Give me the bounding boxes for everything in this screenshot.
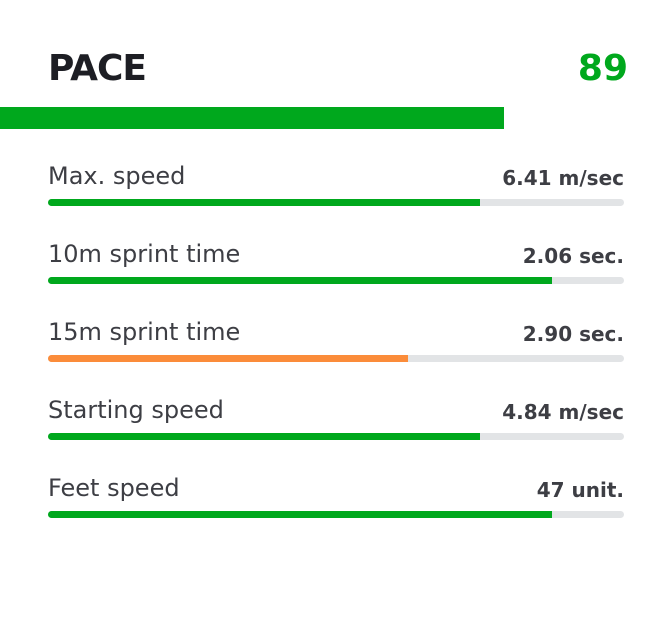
section-title: PACE bbox=[48, 48, 147, 89]
metric-progress-bar bbox=[48, 277, 624, 284]
metric-progress-bar bbox=[48, 355, 624, 362]
metric-value: 47 unit. bbox=[536, 478, 624, 502]
metric-progress-fill bbox=[48, 199, 480, 206]
metric-label: Feet speed bbox=[48, 474, 180, 502]
metric-progress-bar bbox=[48, 199, 624, 206]
metric-progress-fill bbox=[48, 433, 480, 440]
metric-value: 2.06 sec. bbox=[522, 244, 624, 268]
metric-row: Starting speed 4.84 m/sec bbox=[48, 396, 624, 456]
metric-row: 10m sprint time 2.06 sec. bbox=[48, 240, 624, 300]
pace-score-bar bbox=[0, 107, 672, 129]
metric-row: Feet speed 47 unit. bbox=[48, 474, 624, 534]
metric-progress-bar bbox=[48, 511, 624, 518]
metric-label: Starting speed bbox=[48, 396, 224, 424]
metric-label: 10m sprint time bbox=[48, 240, 241, 268]
metric-value: 4.84 m/sec bbox=[502, 400, 624, 424]
metric-progress-fill bbox=[48, 277, 552, 284]
metric-progress-fill bbox=[48, 355, 408, 362]
metric-label: 15m sprint time bbox=[48, 318, 241, 346]
pace-score-bar-fill bbox=[0, 107, 504, 129]
metric-value: 2.90 sec. bbox=[522, 322, 624, 346]
metric-label: Max. speed bbox=[48, 162, 186, 190]
pace-score: 89 bbox=[577, 48, 628, 89]
metric-progress-bar bbox=[48, 433, 624, 440]
metric-row: 15m sprint time 2.90 sec. bbox=[48, 318, 624, 378]
metric-row: Max. speed 6.41 m/sec bbox=[48, 162, 624, 222]
metric-progress-fill bbox=[48, 511, 552, 518]
metric-value: 6.41 m/sec bbox=[502, 166, 624, 190]
